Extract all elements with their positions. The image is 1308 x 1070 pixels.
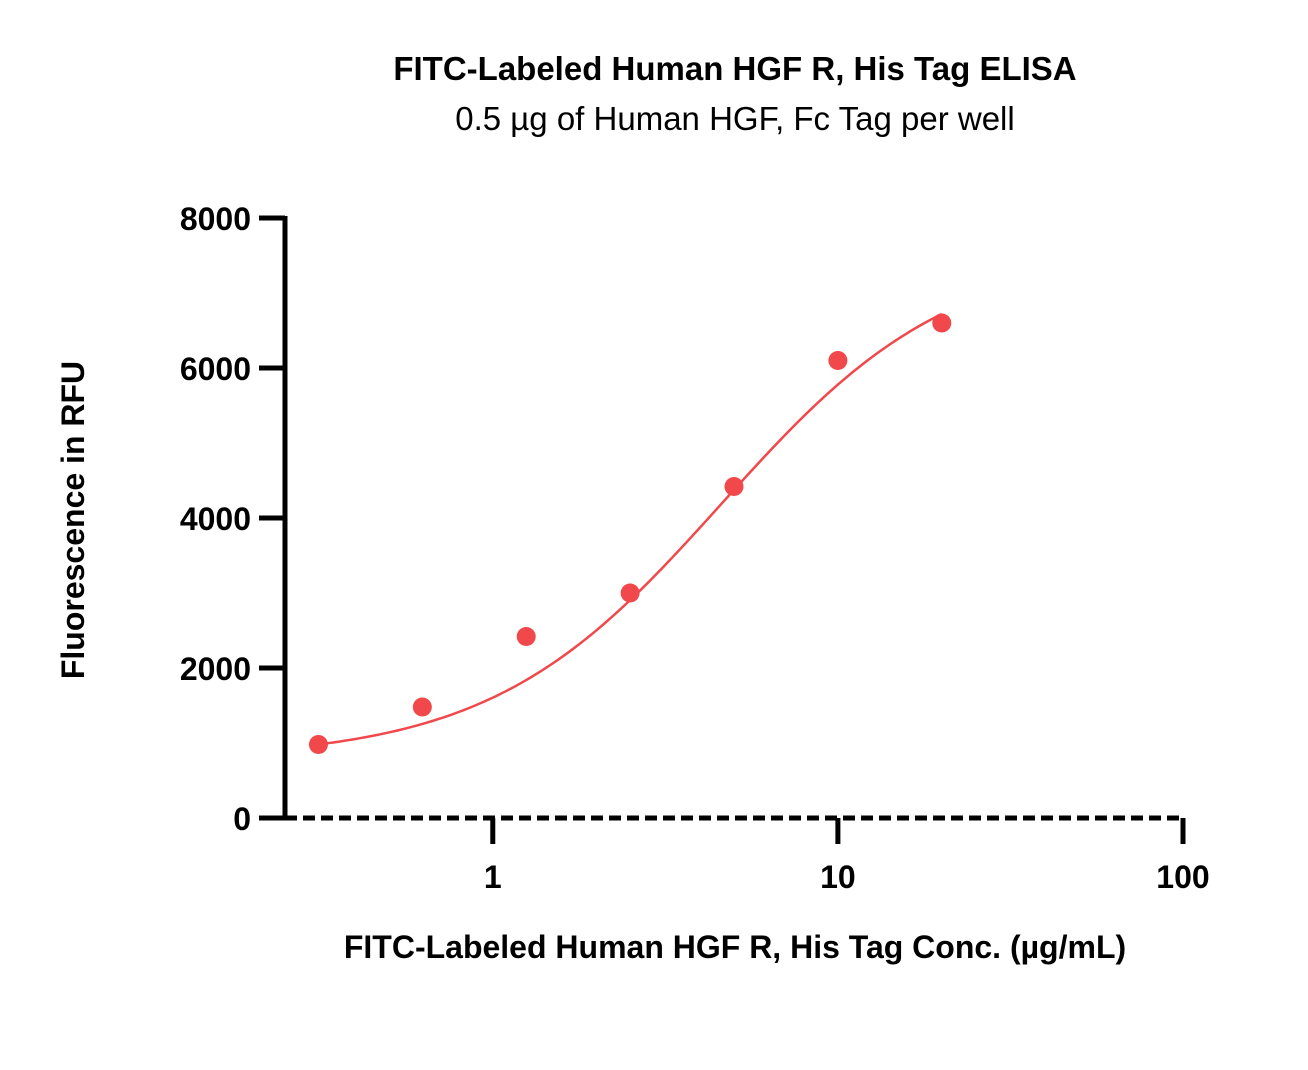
x-tick-label-1: 1 bbox=[484, 859, 502, 895]
y-tick-label-6000: 6000 bbox=[180, 351, 251, 387]
y-tick-label-4000: 4000 bbox=[180, 501, 251, 537]
axes: 0 2000 4000 6000 8000 1 10 100 bbox=[180, 201, 1210, 895]
data-points-layer bbox=[308, 313, 952, 754]
data-point-3 bbox=[620, 583, 640, 603]
data-point-0 bbox=[308, 735, 328, 754]
chart-subtitle: 0.5 µg of Human HGF, Fc Tag per well bbox=[455, 100, 1014, 137]
x-tick-label-100: 100 bbox=[1156, 859, 1209, 895]
y-tick-label-2000: 2000 bbox=[180, 651, 251, 687]
y-tick-label-0: 0 bbox=[233, 801, 251, 837]
data-point-6 bbox=[932, 313, 952, 333]
data-point-5 bbox=[828, 351, 848, 370]
fit-curve-layer bbox=[318, 312, 943, 746]
chart-title: FITC-Labeled Human HGF R, His Tag ELISA bbox=[393, 50, 1076, 87]
y-tick-label-8000: 8000 bbox=[180, 201, 251, 237]
data-point-2 bbox=[516, 627, 536, 646]
fit-curve bbox=[318, 312, 943, 746]
y-axis-label: Fluorescence in RFU bbox=[55, 361, 91, 679]
data-point-4 bbox=[724, 477, 744, 496]
x-tick-label-10: 10 bbox=[820, 859, 856, 895]
data-point-1 bbox=[412, 697, 432, 717]
x-axis-label: FITC-Labeled Human HGF R, His Tag Conc. … bbox=[344, 929, 1126, 965]
